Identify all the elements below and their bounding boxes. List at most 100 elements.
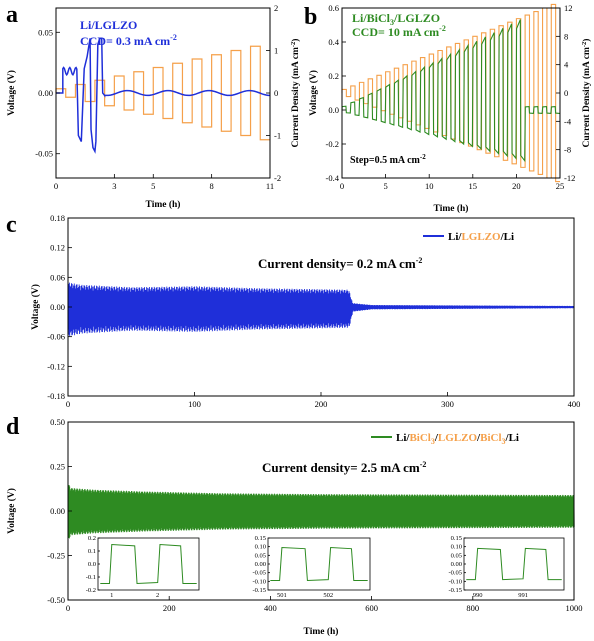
panel-c-y-tick-label-3: 0.00 (50, 302, 65, 312)
panel-d-y-tick-label-3: -0.25 (47, 551, 65, 561)
panel-b-series (341, 3, 560, 183)
panel-a-y-tick-label-2: -0.05 (35, 149, 53, 159)
panel-a-ylabel: Voltage (V) (6, 70, 17, 116)
panel-b-y-tick-label-0: 0.6 (328, 3, 339, 13)
panel-a: a 0 3 5 8 11 0.05 0.00 -0.05 2 1 0 -1 -2 Li/LGLZO CC… (6, 2, 301, 210)
panel-b-y2-tick-label-6: -12 (564, 173, 575, 183)
panel-d-inset-1-ytick-label-3: -0.1 (86, 574, 96, 581)
panel-d-inset-3-frame (463, 537, 565, 591)
panel-d-legend-part-4: LGLZO (438, 432, 478, 444)
panel-d-y-tick-label-1: 0.25 (50, 462, 65, 472)
panel-d-legend-sub-1: 3 (431, 437, 435, 446)
panel-d-legend-part-6: BiCl (480, 432, 501, 444)
panel-d-inset-3-xtick-label-1: 991 (518, 592, 528, 599)
panel-c-xtick-label-2: 200 (315, 399, 328, 409)
panel-a-annotation-1: Li/LGLZO (80, 18, 137, 32)
panel-d-inset-2-line (270, 547, 368, 581)
panel-b-ylabel: Voltage (V) (308, 70, 319, 116)
panel-c-y-tick-label-5: -0.12 (47, 361, 65, 371)
panel-a-annotation-2-text: CCD= 0.3 mA cm (80, 34, 170, 48)
panel-b-annotation-1-b: /LGLZO (393, 11, 440, 25)
panel-d-inset-2-ytick-label-0: 0.15 (255, 535, 266, 542)
panel-c-xtick-label-3: 300 (441, 399, 454, 409)
panel-d-xtick-label-5: 1000 (566, 603, 583, 613)
panel-c-y-tick-label-4: -0.06 (47, 332, 65, 342)
panel-d-inset-2-ytick-label-3: 0.00 (255, 561, 266, 568)
panel-b-y2label-close: ) (581, 39, 592, 42)
panel-b-xtick-label-3: 15 (469, 181, 478, 191)
panel-a-voltage-line (56, 37, 271, 154)
panel-b-y-tick-label-3: 0.0 (328, 105, 339, 115)
panel-b-xtick-label-4: 20 (512, 181, 521, 191)
panel-b-annotation-2: CCD= 10 mA cm-2 (352, 24, 446, 39)
panel-a-xtick-label-1: 3 (112, 181, 116, 191)
panel-b-annotation-3: Step=0.5 mA cm-2 (350, 153, 426, 166)
panel-b-xtick-label-5: 25 (556, 181, 565, 191)
panel-b-y-tick-label-4: -0.2 (326, 139, 339, 149)
panel-b-y2label-sup: -2 (581, 42, 588, 47)
panel-c-y-tick-label-0: 0.18 (50, 213, 65, 223)
panel-b-label: b (304, 4, 317, 30)
panel-d-inset-1-ytick-label-4: -0.2 (86, 587, 96, 594)
panel-d-inset-3: 990 991 0.15 0.100.05 0.00 -0.05-0.10 -0.15 (448, 535, 565, 599)
panel-d-xtick-label-2: 400 (264, 603, 277, 613)
panel-b-y-tick-label-1: 0.4 (328, 37, 339, 47)
panel-b-annotation-1-a: Li/BiCl (352, 11, 391, 25)
panel-a-current-line (55, 45, 270, 141)
panel-d-inset-2: 501 502 0.15 0.100.05 0.00 -0.05-0.10 -0.15 (252, 535, 371, 599)
panel-d-inset-1-frame (97, 537, 200, 591)
panel-d-legend-part-5: / (476, 432, 481, 444)
panel-b-xtick-label-2: 10 (425, 181, 434, 191)
panel-d-legend-part-2: BiCl (409, 432, 430, 444)
panel-b-y2-tick-label-4: -4 (564, 116, 572, 126)
panel-a-axes: 0 3 5 8 11 0.05 0.00 -0.05 2 1 0 -1 -2 (35, 3, 281, 191)
panel-b-y2-tick-label-3: 0 (564, 88, 568, 98)
panel-b-y2-tick-label-5: -8 (564, 145, 571, 155)
panel-a-y2label: Current Density (mA cm-2) (290, 39, 301, 148)
panel-b-y-tick-label-5: -0.4 (326, 173, 340, 183)
panel-d-inset-2-xtick-label-0: 501 (277, 592, 287, 599)
panel-a-xlabel: Time (h) (146, 199, 181, 210)
panel-b-xlabel: Time (h) (434, 203, 469, 214)
panel-c-xtick-label-1: 100 (188, 399, 201, 409)
panel-d-xtick-label-4: 800 (466, 603, 479, 613)
panel-c-axes: 0 100 200 300 400 0.18 0.12 0.06 0.00 -0.06 -0.12 -… (47, 213, 580, 409)
panel-a-y2label-sup: -2 (290, 42, 297, 47)
panel-d-inset-1-xtick-label-0: 1 (110, 592, 113, 599)
panel-d-y-tick-label-4: -0.50 (47, 595, 65, 605)
panel-d-inset-3-ytick-label-5: -0.10 (448, 578, 462, 585)
panel-d-inset-3-xtick-label-0: 990 (473, 592, 483, 599)
panel-d-inset-1-ytick-label-1: 0.1 (88, 548, 96, 555)
panel-d-inset-3-ytick-label-2: 0.05 (451, 552, 462, 559)
panel-d-y-tick-label-0: 0.50 (50, 417, 65, 427)
panel-d-voltage-line (67, 484, 575, 539)
panel-d-xtick-label-0: 0 (66, 603, 70, 613)
panel-d-inset-1-xtick-label-1: 2 (156, 592, 159, 599)
panel-d: d 0 200 400 600 800 1000 0.50 0.25 0.00 -0.25 -0.5… (6, 414, 583, 637)
panel-b-y2-tick-label-1: 8 (564, 31, 568, 41)
panel-c-annotation-text: Current density= 0.2 mA cm (258, 256, 416, 271)
panel-d-annotation-text: Current density= 2.5 mA cm (262, 460, 420, 475)
panel-d-inset-1-line (100, 543, 197, 585)
panel-d-ylabel: Voltage (V) (6, 488, 17, 534)
panel-d-inset-3-ytick-label-0: 0.15 (451, 535, 462, 542)
panel-c: c 0 100 200 300 400 0.18 0.12 0.06 0.00 -0.06 -0.1… (6, 212, 580, 409)
panel-c-series (67, 282, 575, 337)
panel-d-inset-2-ytick-label-6: -0.15 (252, 587, 266, 594)
panel-a-series (55, 37, 271, 154)
panel-a-y2label-close: ) (290, 39, 301, 42)
panel-a-y2-tick-label-0: 2 (274, 3, 278, 13)
panel-d-xtick-label-1: 200 (163, 603, 176, 613)
panel-c-annotation-sup: -2 (416, 256, 423, 265)
panel-a-xtick-label-3: 8 (210, 181, 214, 191)
panel-a-annotation-2: CCD= 0.3 mA cm-2 (80, 33, 177, 48)
panel-c-legend-part-2: LGLZO (461, 231, 501, 243)
panel-b-y2-tick-label-2: 4 (564, 60, 569, 70)
panel-c-voltage-line (67, 282, 575, 337)
panel-a-y2-tick-label-4: -2 (274, 173, 281, 183)
panel-b-y2-tick-label-0: 12 (564, 3, 573, 13)
panel-d-annotation: Current density= 2.5 mA cm-2 (262, 460, 426, 475)
panel-a-y2label-text: Current Density (mA cm (290, 47, 301, 147)
panel-a-y-tick-label-1: 0.00 (38, 88, 53, 98)
